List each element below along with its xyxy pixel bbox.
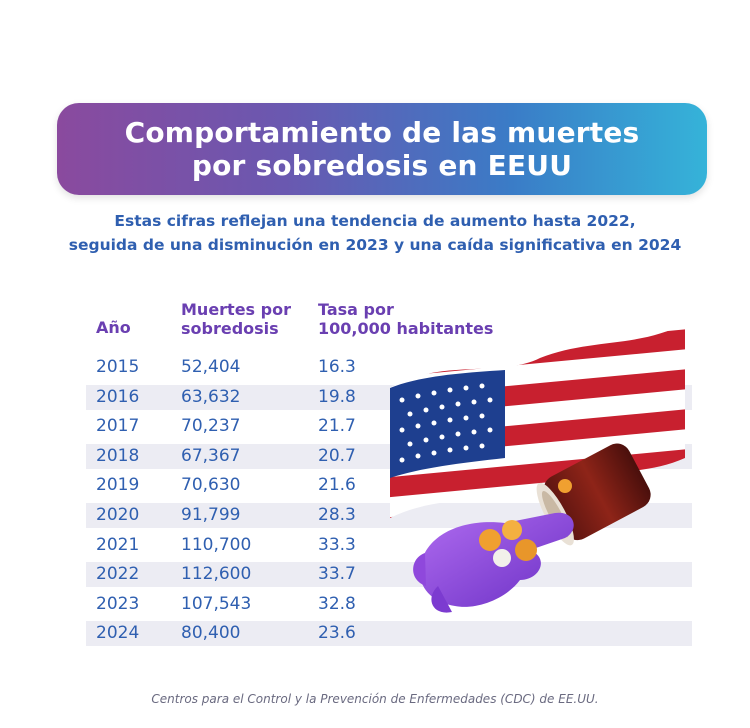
cell-deaths: 91,799 (181, 505, 241, 525)
pill-icon (479, 479, 572, 567)
header-rate-line-1: Tasa por (318, 300, 394, 319)
cell-deaths: 107,543 (181, 594, 252, 614)
flag-and-pills-illustration (390, 323, 685, 613)
cell-rate: 28.3 (318, 505, 356, 525)
header-rate-line-2: 100,000 habitantes (318, 319, 494, 338)
title-line-1: Comportamiento de las muertes (124, 116, 640, 149)
title-line-2: por sobredosis en EEUU (191, 149, 573, 182)
header-deaths-line-2: sobredosis (181, 319, 279, 338)
cell-year: 2020 (96, 505, 140, 525)
cell-rate: 20.7 (318, 446, 356, 466)
cell-deaths: 112,600 (181, 564, 252, 584)
cell-rate: 16.3 (318, 357, 356, 377)
cell-year: 2017 (96, 416, 140, 436)
subtitle: Estas cifras reflejan una tendencia de a… (0, 209, 750, 257)
cell-year: 2015 (96, 357, 140, 377)
subtitle-line-2: seguida de una disminución en 2023 y una… (68, 236, 682, 254)
cell-deaths: 70,237 (181, 416, 241, 436)
cell-year: 2021 (96, 535, 140, 555)
cell-deaths: 63,632 (181, 387, 241, 407)
header-deaths-line-1: Muertes por (181, 300, 291, 319)
cell-rate: 21.7 (318, 416, 356, 436)
cell-rate: 33.7 (318, 564, 356, 584)
us-flag-icon (390, 323, 685, 518)
cell-rate: 33.3 (318, 535, 356, 555)
cell-year: 2024 (96, 623, 140, 643)
cell-year: 2018 (96, 446, 140, 466)
cell-rate: 32.8 (318, 594, 356, 614)
cell-rate: 21.6 (318, 475, 356, 495)
subtitle-line-1: Estas cifras reflejan una tendencia de a… (114, 212, 636, 230)
cell-year: 2022 (96, 564, 140, 584)
cell-year: 2019 (96, 475, 140, 495)
cell-deaths: 67,367 (181, 446, 241, 466)
cell-deaths: 110,700 (181, 535, 252, 555)
cell-rate: 23.6 (318, 623, 356, 643)
cell-deaths: 80,400 (181, 623, 241, 643)
table-row-band (86, 621, 692, 646)
gloved-hand-icon (413, 512, 574, 613)
table-row-band (86, 562, 692, 587)
header-year: Año (96, 318, 131, 337)
cell-rate: 19.8 (318, 387, 356, 407)
source-footer: Centros para el Control y la Prevención … (151, 692, 599, 706)
cell-deaths: 70,630 (181, 475, 241, 495)
cell-year: 2023 (96, 594, 140, 614)
title-banner: Comportamiento de las muertes por sobred… (57, 103, 707, 195)
cell-deaths: 52,404 (181, 357, 241, 377)
cell-year: 2016 (96, 387, 140, 407)
